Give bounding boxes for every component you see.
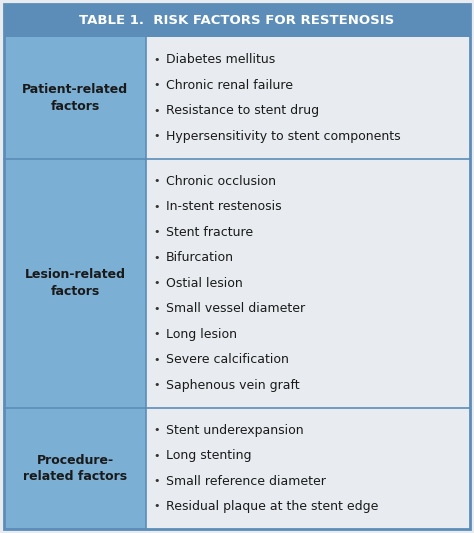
Text: Resistance to stent drug: Resistance to stent drug <box>166 104 319 117</box>
Text: Patient-related
factors: Patient-related factors <box>22 83 128 113</box>
Text: Saphenous vein graft: Saphenous vein graft <box>166 378 300 392</box>
Text: Severe calcification: Severe calcification <box>166 353 289 366</box>
Text: Chronic occlusion: Chronic occlusion <box>166 175 276 188</box>
Text: Bifurcation: Bifurcation <box>166 251 234 264</box>
Text: •: • <box>153 502 160 512</box>
Text: •: • <box>153 425 160 435</box>
Text: Hypersensitivity to stent components: Hypersensitivity to stent components <box>166 130 401 143</box>
Text: •: • <box>153 227 160 237</box>
Text: Long lesion: Long lesion <box>166 328 237 341</box>
Text: •: • <box>153 55 160 65</box>
Text: Residual plaque at the stent edge: Residual plaque at the stent edge <box>166 500 378 513</box>
FancyBboxPatch shape <box>146 408 470 529</box>
Text: •: • <box>153 202 160 212</box>
Text: Long stenting: Long stenting <box>166 449 252 462</box>
Text: •: • <box>153 329 160 339</box>
Text: •: • <box>153 176 160 187</box>
Text: Diabetes mellitus: Diabetes mellitus <box>166 53 275 66</box>
Text: TABLE 1.  RISK FACTORS FOR RESTENOSIS: TABLE 1. RISK FACTORS FOR RESTENOSIS <box>79 14 395 27</box>
Text: Procedure-
related factors: Procedure- related factors <box>23 454 127 483</box>
FancyBboxPatch shape <box>4 159 146 408</box>
FancyBboxPatch shape <box>4 37 146 159</box>
Text: •: • <box>153 106 160 116</box>
Text: Small reference diameter: Small reference diameter <box>166 474 326 488</box>
Text: •: • <box>153 354 160 365</box>
Text: Ostial lesion: Ostial lesion <box>166 277 243 289</box>
Text: In-stent restenosis: In-stent restenosis <box>166 200 282 213</box>
Text: Chronic renal failure: Chronic renal failure <box>166 79 293 92</box>
Text: •: • <box>153 80 160 90</box>
Text: •: • <box>153 131 160 141</box>
Text: Stent fracture: Stent fracture <box>166 225 253 239</box>
Text: Stent underexpansion: Stent underexpansion <box>166 424 304 437</box>
Text: •: • <box>153 450 160 461</box>
FancyBboxPatch shape <box>146 159 470 408</box>
Text: •: • <box>153 304 160 313</box>
Text: Lesion-related
factors: Lesion-related factors <box>25 269 126 298</box>
Text: •: • <box>153 278 160 288</box>
FancyBboxPatch shape <box>4 408 146 529</box>
FancyBboxPatch shape <box>4 4 470 37</box>
FancyBboxPatch shape <box>146 37 470 159</box>
Text: •: • <box>153 253 160 263</box>
Text: Small vessel diameter: Small vessel diameter <box>166 302 305 315</box>
Text: •: • <box>153 380 160 390</box>
Text: •: • <box>153 476 160 486</box>
